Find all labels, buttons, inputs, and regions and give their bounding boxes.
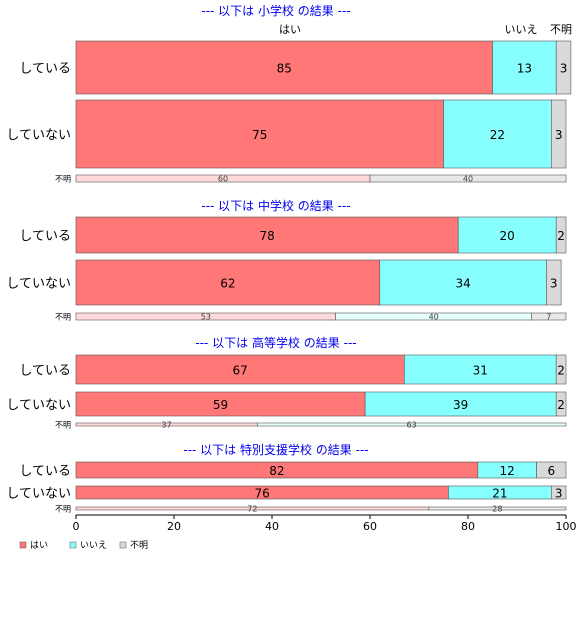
row-label: している — [19, 464, 71, 479]
row-label: していない — [6, 128, 71, 143]
column-header: はい — [279, 23, 301, 36]
legend-label: 不明 — [130, 540, 148, 551]
data-label: 21 — [492, 487, 507, 501]
legend-swatch — [119, 541, 127, 549]
row-label: 不明 — [55, 175, 71, 184]
row-label: していない — [6, 277, 71, 292]
data-label: 7 — [546, 313, 551, 322]
row-label: していない — [6, 487, 71, 502]
row-label: している — [19, 62, 71, 77]
data-label: 2 — [557, 364, 565, 378]
x-tick-label: 80 — [461, 520, 475, 533]
row-label: 不明 — [55, 505, 71, 514]
legend-swatch — [69, 541, 77, 549]
data-label: 13 — [517, 62, 532, 76]
data-label: 67 — [233, 364, 248, 378]
row-label: している — [19, 229, 71, 244]
data-label: 3 — [555, 487, 563, 501]
data-label: 2 — [557, 229, 565, 243]
data-label: 28 — [492, 505, 502, 514]
data-label: 39 — [453, 398, 468, 412]
panel-title: --- 以下は 中学校 の結果 --- — [201, 198, 350, 213]
data-label: 85 — [277, 62, 292, 76]
bar-segment-いいえ — [256, 422, 567, 427]
legend-label: いいえ — [80, 540, 107, 551]
legend-label: はい — [30, 540, 48, 551]
data-label: 75 — [252, 128, 267, 142]
bar-segment-不明 — [555, 354, 567, 385]
data-label: 34 — [455, 277, 470, 291]
data-label: 3 — [560, 62, 568, 76]
bar-segment-不明 — [555, 391, 567, 417]
column-header: いいえ — [505, 23, 538, 36]
bar-segment-不明 — [369, 174, 567, 183]
bar-segment-はい — [75, 40, 493, 95]
bar-segment-いいえ — [403, 354, 557, 385]
x-tick-label: 20 — [167, 520, 181, 533]
row-label: している — [19, 364, 71, 379]
data-label: 2 — [557, 398, 565, 412]
row-label: していない — [6, 398, 71, 413]
data-label: 82 — [269, 464, 284, 478]
data-label: 12 — [500, 464, 515, 478]
x-tick-label: 0 — [73, 520, 80, 533]
data-label: 20 — [500, 229, 515, 243]
bar-segment-不明 — [555, 40, 572, 95]
data-label: 78 — [259, 229, 274, 243]
panel-title: --- 以下は 小学校 の結果 --- — [201, 3, 350, 18]
bar-segment-いいえ — [443, 99, 552, 169]
data-label: 37 — [162, 421, 172, 430]
data-label: 59 — [213, 398, 228, 412]
bar-segment-不明 — [546, 259, 562, 306]
data-label: 22 — [490, 128, 505, 142]
data-label: 3 — [550, 277, 558, 291]
x-tick-label: 100 — [556, 520, 577, 533]
bar-segment-不明 — [555, 216, 567, 254]
data-label: 40 — [463, 175, 473, 184]
x-tick-label: 60 — [363, 520, 377, 533]
data-label: 40 — [429, 313, 439, 322]
row-label: 不明 — [55, 313, 71, 322]
bar-segment-はい — [75, 354, 405, 385]
data-label: 53 — [201, 313, 211, 322]
data-label: 76 — [255, 487, 270, 501]
data-label: 6 — [547, 464, 555, 478]
data-label: 31 — [473, 364, 488, 378]
bar-segment-不明 — [531, 312, 567, 321]
data-label: 60 — [218, 175, 228, 184]
row-label: 不明 — [55, 421, 71, 430]
bar-segment-はい — [75, 99, 444, 169]
x-tick-label: 40 — [265, 520, 279, 533]
bar-segment-はい — [75, 391, 366, 417]
bar-segment-不明 — [428, 506, 567, 511]
panel-title: --- 以下は 特別支援学校 の結果 --- — [183, 442, 368, 457]
data-label: 63 — [407, 421, 417, 430]
column-header: 不明 — [550, 23, 572, 36]
bar-segment-不明 — [550, 485, 567, 500]
data-label: 3 — [555, 128, 563, 142]
bar-segment-いいえ — [492, 40, 557, 95]
data-label: 62 — [220, 277, 235, 291]
bar-segment-はい — [75, 216, 459, 254]
bar-segment-はい — [75, 259, 381, 306]
panel-title: --- 以下は 高等学校 の結果 --- — [195, 335, 356, 350]
bar-segment-不明 — [550, 99, 567, 169]
bar-segment-いいえ — [364, 391, 557, 417]
bar-segment-不明 — [536, 461, 567, 479]
legend-swatch — [19, 541, 27, 549]
bar-segment-いいえ — [457, 216, 557, 254]
data-label: 72 — [247, 505, 257, 514]
